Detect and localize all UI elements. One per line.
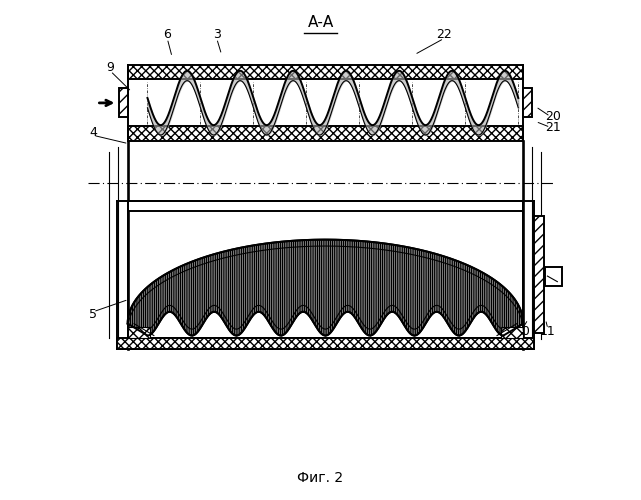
Text: 20: 20 [545, 110, 561, 123]
Polygon shape [534, 216, 544, 333]
Bar [545, 266, 562, 285]
Polygon shape [523, 88, 532, 118]
Polygon shape [128, 327, 150, 338]
Text: 5: 5 [89, 308, 97, 321]
Text: 11: 11 [540, 325, 556, 338]
Polygon shape [128, 126, 523, 141]
Text: А-А: А-А [308, 15, 333, 30]
Text: 3: 3 [213, 28, 221, 42]
Polygon shape [119, 88, 128, 118]
Text: 10: 10 [514, 325, 530, 338]
Polygon shape [128, 200, 523, 211]
Polygon shape [501, 327, 523, 338]
Polygon shape [128, 338, 523, 349]
Polygon shape [117, 338, 534, 349]
Polygon shape [128, 64, 523, 80]
Text: 22: 22 [437, 28, 452, 42]
Text: 21: 21 [545, 121, 561, 134]
Text: 6: 6 [163, 28, 171, 42]
Text: 9: 9 [106, 60, 114, 74]
Text: Фиг. 2: Фиг. 2 [297, 472, 344, 486]
Polygon shape [128, 240, 523, 336]
Text: 22: 22 [138, 320, 154, 333]
Text: 4: 4 [89, 126, 97, 139]
